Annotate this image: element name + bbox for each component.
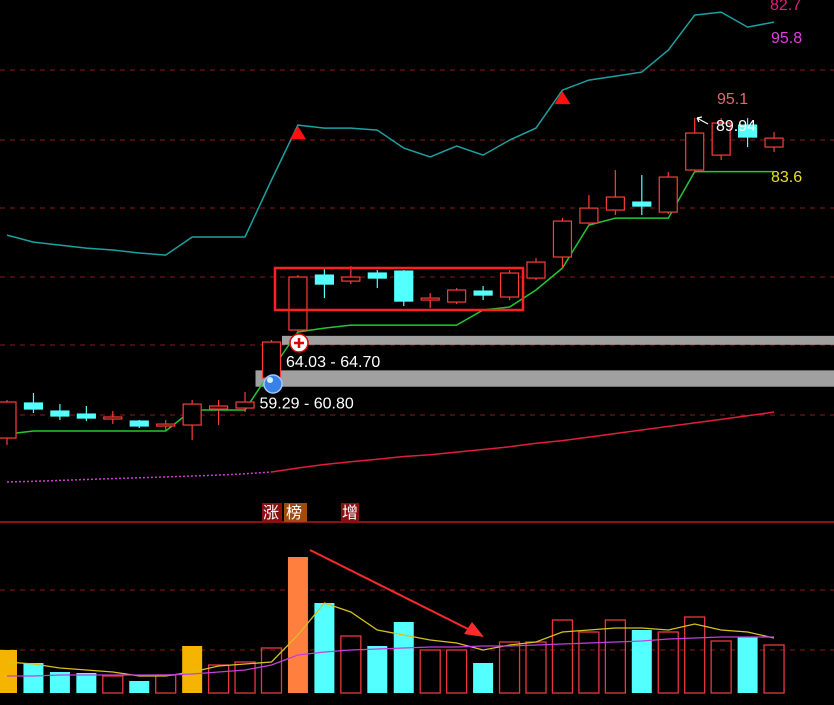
volume-bar bbox=[393, 622, 414, 693]
grid bbox=[0, 69, 834, 651]
volume-bar bbox=[182, 646, 203, 693]
candle-body bbox=[632, 201, 652, 207]
candle-body bbox=[288, 276, 308, 331]
volume-bar bbox=[314, 603, 335, 693]
candle-body bbox=[394, 270, 414, 302]
volume-bar bbox=[551, 619, 574, 694]
volume-bar bbox=[710, 640, 732, 694]
price-label: 95.8 bbox=[771, 30, 802, 47]
candle-body bbox=[499, 272, 520, 298]
candle-body bbox=[685, 132, 705, 171]
volume-bar bbox=[445, 649, 468, 694]
volume-panel bbox=[0, 557, 785, 694]
volume-bar bbox=[49, 672, 70, 693]
badge: 榜 bbox=[286, 504, 302, 522]
volume-bar bbox=[260, 647, 283, 694]
signal-triangle bbox=[289, 126, 306, 140]
price-label: 95.1 bbox=[717, 91, 748, 108]
indicator-line bbox=[271, 411, 775, 473]
blue-icon bbox=[263, 374, 283, 394]
candle-body bbox=[605, 196, 625, 211]
badge-bg bbox=[341, 503, 359, 522]
volume-bar bbox=[102, 675, 124, 694]
candle-body bbox=[658, 176, 678, 213]
zone-bar bbox=[255, 370, 834, 387]
badge: 涨 bbox=[263, 504, 279, 522]
candle-body bbox=[314, 274, 334, 285]
volume-bar bbox=[473, 663, 494, 693]
indicator-line bbox=[6, 11, 775, 256]
volume-bar bbox=[234, 661, 256, 694]
candle-body bbox=[711, 122, 731, 156]
candle-body bbox=[367, 272, 387, 279]
volume-bar bbox=[155, 674, 177, 694]
badge-bg bbox=[284, 503, 307, 522]
candle-body bbox=[552, 220, 573, 258]
candle-body bbox=[473, 290, 493, 296]
candle-body bbox=[235, 401, 255, 409]
zone-label: 64.03 - 64.70 bbox=[286, 354, 380, 371]
candle-body bbox=[103, 416, 123, 420]
volume-bar bbox=[367, 646, 388, 693]
trend-arrow bbox=[309, 549, 484, 637]
highlight-box bbox=[273, 266, 525, 312]
candle-body bbox=[129, 420, 149, 427]
candle-body bbox=[261, 341, 282, 379]
volume-bar bbox=[0, 650, 17, 693]
buy-icon-plus bbox=[294, 338, 304, 348]
badge-bg bbox=[262, 503, 282, 522]
indicator-line bbox=[6, 170, 774, 435]
zone-bar bbox=[281, 335, 834, 345]
volume-bar bbox=[604, 619, 626, 694]
blue-icon-shine bbox=[267, 377, 273, 383]
candle-body bbox=[0, 401, 17, 439]
indicator-line bbox=[6, 471, 272, 483]
volume-bar bbox=[684, 616, 706, 694]
candle-body bbox=[156, 423, 176, 427]
volume-bar bbox=[419, 649, 441, 694]
price-label: 89.94 bbox=[716, 118, 756, 135]
volume-bar bbox=[657, 631, 679, 694]
candle-body bbox=[526, 261, 546, 279]
volume-bar bbox=[631, 630, 652, 693]
signal-triangle bbox=[554, 91, 571, 105]
candle-body bbox=[420, 297, 440, 301]
candle-body bbox=[737, 124, 758, 138]
candle-body bbox=[50, 410, 70, 417]
volume-bar bbox=[737, 637, 758, 693]
candle-body bbox=[447, 289, 467, 303]
volume-bar bbox=[129, 681, 150, 693]
volume-bar bbox=[23, 663, 44, 693]
label-arrow bbox=[696, 116, 709, 125]
price-label: 83.6 bbox=[771, 169, 802, 186]
volume-bar bbox=[76, 673, 97, 693]
candle-body bbox=[23, 402, 44, 410]
candle-body bbox=[76, 413, 96, 419]
zone-label: 59.29 - 60.80 bbox=[260, 396, 354, 413]
candle-body bbox=[341, 276, 361, 282]
volume-bar bbox=[578, 631, 600, 694]
candle-body bbox=[764, 137, 784, 148]
volume-bar bbox=[340, 635, 362, 694]
volume-bar bbox=[287, 557, 308, 693]
volume-bar bbox=[763, 644, 785, 694]
volume-bar bbox=[207, 664, 230, 694]
volume-bar bbox=[498, 641, 521, 694]
price-panel: 64.03 - 64.70 59.29 - 60.80 bbox=[0, 11, 834, 483]
candle-body bbox=[182, 403, 202, 426]
badge: 增 bbox=[342, 504, 358, 522]
candle-body bbox=[209, 405, 229, 410]
price-label: 82.7 bbox=[770, 0, 801, 14]
candle-body bbox=[579, 207, 599, 224]
volume-ma-line bbox=[7, 636, 774, 677]
